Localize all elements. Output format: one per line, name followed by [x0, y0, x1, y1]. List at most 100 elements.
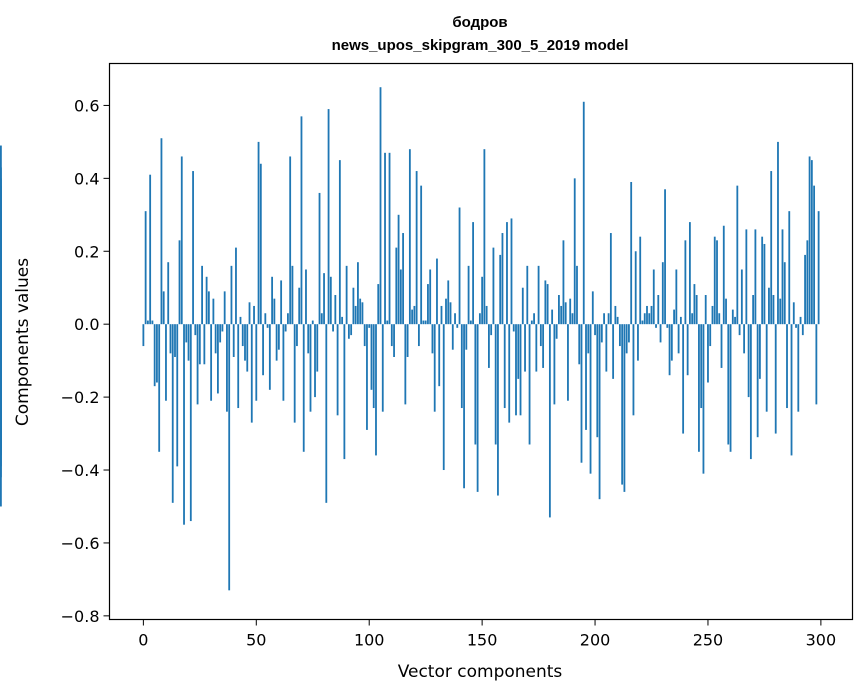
- bar: [718, 313, 721, 325]
- bar: [790, 324, 793, 456]
- bar: [232, 324, 235, 357]
- bar: [734, 316, 736, 325]
- bar: [713, 236, 716, 325]
- bar: [637, 324, 639, 361]
- bar: [494, 324, 497, 445]
- bar: [296, 324, 298, 347]
- bar: [630, 181, 633, 325]
- bar: [253, 305, 255, 325]
- bar: [408, 149, 411, 325]
- bar: [0, 262, 2, 325]
- bar: [377, 284, 380, 325]
- bar: [804, 254, 806, 325]
- bar: [628, 324, 630, 343]
- bar: [740, 269, 743, 325]
- bar: [347, 324, 350, 339]
- bar: [614, 305, 617, 325]
- bar: [562, 240, 565, 325]
- chart-title: бодров: [452, 14, 507, 31]
- bar: [743, 324, 746, 354]
- bar: [226, 324, 228, 412]
- bar: [257, 141, 260, 325]
- bar: [336, 324, 339, 416]
- x-tick-label: 300: [806, 631, 837, 650]
- bar: [503, 324, 506, 409]
- bar: [686, 324, 689, 376]
- bar: [454, 313, 456, 325]
- bar: [801, 324, 804, 336]
- bar: [264, 313, 267, 325]
- bar: [754, 229, 757, 325]
- bar: [650, 305, 653, 325]
- bar: [309, 324, 312, 412]
- bar: [198, 324, 201, 365]
- bar: [228, 324, 231, 591]
- bar: [738, 324, 741, 336]
- bar: [600, 324, 603, 343]
- bar: [307, 324, 310, 354]
- bar: [463, 324, 465, 489]
- y-tick-label: −0.8: [61, 607, 100, 626]
- bar: [375, 324, 377, 456]
- bar: [327, 109, 330, 325]
- bar: [149, 174, 152, 325]
- bar: [761, 236, 764, 325]
- bar: [677, 324, 680, 354]
- bar: [171, 324, 174, 503]
- bar: [589, 324, 592, 474]
- bar: [338, 160, 341, 325]
- bar: [691, 313, 694, 325]
- x-tick-label: 100: [354, 631, 385, 650]
- bar: [810, 160, 813, 325]
- bar: [417, 324, 420, 347]
- bar: [598, 324, 601, 500]
- bar: [578, 324, 581, 365]
- bar: [250, 324, 253, 423]
- bar: [815, 324, 818, 405]
- bar: [183, 324, 185, 525]
- bar: [551, 309, 554, 325]
- bar: [632, 324, 635, 416]
- bar: [465, 324, 468, 350]
- bar: [618, 324, 621, 347]
- bar: [345, 265, 348, 325]
- bar: [357, 262, 359, 325]
- bar: [447, 280, 450, 325]
- bar: [370, 324, 373, 390]
- bar: [564, 302, 567, 325]
- bar: [354, 305, 357, 325]
- bar: [397, 214, 400, 325]
- bar: [388, 152, 391, 325]
- bar: [591, 291, 594, 325]
- bar: [221, 324, 224, 332]
- bar: [763, 243, 766, 325]
- bar: [670, 324, 673, 361]
- bar: [716, 240, 718, 325]
- bar: [478, 313, 481, 325]
- bar: [623, 324, 626, 492]
- bar: [293, 324, 296, 423]
- bar: [752, 295, 755, 325]
- bar: [521, 287, 524, 325]
- y-tick-label: 0.6: [74, 96, 99, 115]
- bar: [185, 324, 188, 343]
- bar: [402, 233, 404, 325]
- x-tick-label: 150: [467, 631, 498, 650]
- bar: [413, 305, 416, 325]
- bar: [325, 324, 328, 503]
- bar: [524, 324, 526, 372]
- bar: [768, 287, 770, 325]
- bar: [700, 324, 703, 409]
- bar: [341, 316, 344, 325]
- bar: [259, 163, 262, 325]
- bar: [318, 192, 321, 325]
- bar: [772, 295, 775, 325]
- bar: [395, 247, 398, 325]
- x-tick-label: 0: [138, 631, 148, 650]
- bar: [725, 298, 727, 325]
- bar: [361, 302, 364, 325]
- bar: [460, 324, 463, 409]
- bar: [203, 324, 206, 365]
- bar: [813, 185, 816, 325]
- bar: [469, 320, 472, 325]
